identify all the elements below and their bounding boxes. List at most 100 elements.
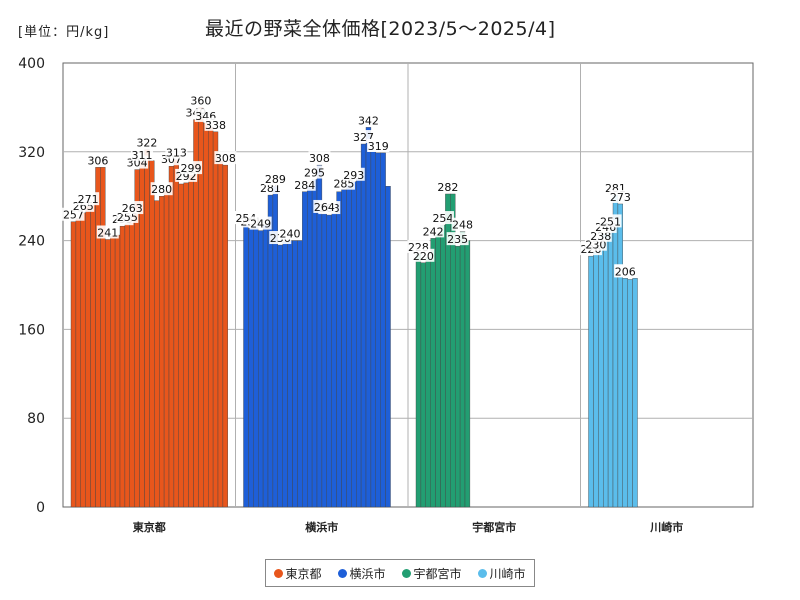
data-label-text: 251	[600, 215, 621, 228]
data-label: 360	[189, 93, 212, 107]
data-label-text: 238	[590, 230, 611, 243]
data-label: 322	[135, 135, 158, 150]
y-tick-label: 160	[18, 322, 45, 338]
bar	[341, 189, 347, 508]
bar	[351, 181, 357, 508]
data-label-bg	[451, 217, 474, 231]
data-label-bg	[165, 145, 188, 159]
data-label-text: 241	[97, 226, 118, 239]
data-label: 306	[86, 153, 109, 167]
data-label-bg	[214, 151, 237, 165]
data-label-bg	[279, 226, 302, 240]
legend-item: 東京都	[274, 565, 322, 582]
bar	[80, 212, 86, 508]
bar	[90, 201, 96, 508]
bar	[440, 224, 446, 508]
bar	[365, 127, 372, 508]
data-label-text: 285	[333, 178, 354, 191]
bar	[307, 186, 313, 508]
data-label: 308	[214, 151, 237, 165]
bar	[105, 239, 111, 508]
data-label: 241	[96, 225, 119, 239]
legend-item: 横浜市	[338, 565, 386, 582]
data-label-bg	[204, 117, 227, 131]
bar	[119, 225, 126, 508]
chart-title: 最近の野菜全体価格[2023/5～2025/4]	[205, 18, 556, 40]
data-label: 242	[422, 224, 445, 238]
data-label-text: 240	[280, 228, 301, 241]
data-label-bg	[342, 167, 365, 181]
data-label-bg	[86, 153, 109, 167]
bar	[173, 159, 179, 508]
bar	[326, 214, 332, 508]
data-label: 284	[293, 177, 316, 192]
bar	[593, 251, 599, 508]
bar	[370, 149, 376, 508]
bar	[144, 149, 150, 508]
bar	[380, 152, 386, 508]
data-label: 263	[121, 201, 144, 215]
data-label-text: 295	[304, 167, 325, 180]
data-label-text: 273	[610, 191, 631, 204]
bar	[282, 241, 288, 508]
y-tick-label: 0	[36, 500, 45, 516]
bar	[109, 235, 116, 508]
bar	[207, 127, 214, 508]
data-label-bg	[189, 93, 212, 107]
bar	[168, 166, 175, 508]
data-label: 280	[150, 182, 173, 196]
bar	[415, 253, 422, 508]
data-label-bg	[150, 182, 173, 196]
data-label-text: 263	[122, 202, 143, 215]
data-label-text: 313	[166, 147, 187, 160]
data-label: 254	[431, 211, 454, 225]
data-label-text: 242	[423, 225, 444, 238]
data-label-bg	[293, 177, 316, 191]
data-label-text: 255	[117, 211, 138, 224]
bar	[316, 164, 323, 508]
data-label-bg	[412, 248, 435, 262]
legend-label: 横浜市	[349, 566, 386, 581]
data-label: 251	[599, 214, 622, 228]
legend-marker-icon	[338, 568, 348, 578]
data-label-bg	[431, 211, 454, 225]
data-label: 338	[204, 117, 227, 132]
bar	[292, 240, 298, 508]
data-label-text: 342	[358, 114, 379, 127]
data-label-text: 235	[447, 233, 468, 246]
bar	[588, 255, 594, 508]
data-label: 249	[249, 216, 272, 231]
legend-marker-icon	[402, 568, 412, 578]
data-label: 313	[165, 145, 188, 160]
data-label-text: 230	[585, 239, 606, 252]
data-label-bg	[121, 201, 144, 215]
legend-marker-icon	[478, 568, 488, 578]
data-label-text: 248	[452, 219, 473, 232]
data-label-bg	[446, 232, 469, 246]
bar	[129, 214, 135, 508]
data-label-text: 311	[132, 149, 153, 162]
bar	[212, 131, 219, 508]
bar	[632, 278, 638, 508]
data-label-text: 280	[151, 183, 172, 196]
data-label-text: 308	[215, 152, 236, 165]
legend-item: 宇都宮市	[402, 565, 462, 582]
x-tick-label: 東京都	[133, 520, 166, 534]
bar	[297, 240, 303, 508]
bar	[331, 212, 337, 508]
bar	[385, 186, 391, 508]
data-label: 319	[367, 138, 390, 153]
data-label-text: 322	[136, 137, 157, 150]
bar	[248, 228, 254, 508]
bar	[617, 203, 624, 508]
data-label-bg	[249, 216, 272, 230]
bar	[356, 178, 362, 508]
bar	[321, 213, 327, 508]
data-label-text: 206	[615, 265, 636, 278]
data-label: 299	[180, 161, 203, 175]
bar	[222, 164, 228, 508]
unit-label: [単位：円/kg]	[18, 25, 110, 40]
bar	[360, 143, 367, 508]
x-tick-label: 宇都宮市	[472, 520, 516, 534]
legend-label: 川崎市	[489, 566, 526, 581]
